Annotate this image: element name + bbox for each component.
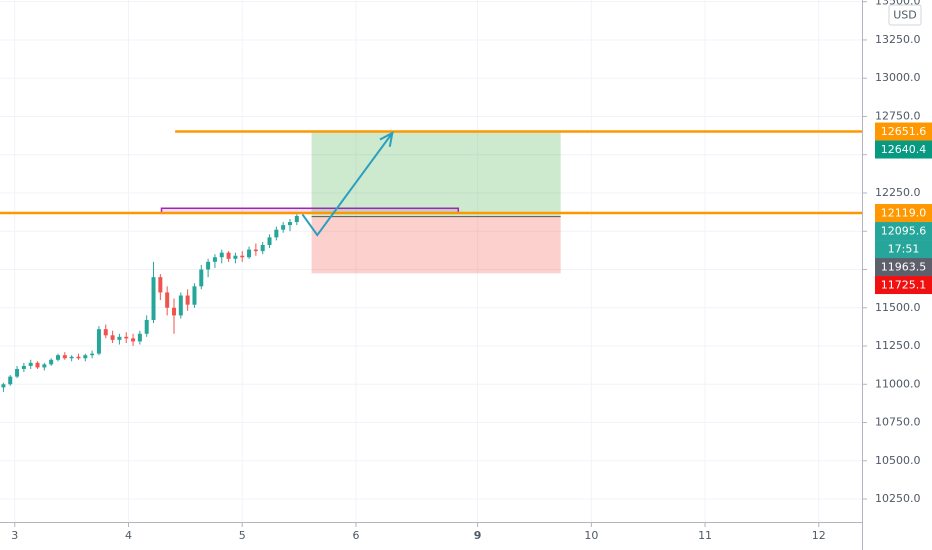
candle-body: [247, 249, 252, 258]
candle-body: [240, 255, 245, 258]
y-tick-label: 10500.0: [875, 454, 921, 467]
candle-body: [233, 255, 238, 259]
y-tick-label: 12250.0: [875, 186, 921, 199]
candle-body: [151, 277, 156, 320]
candle-body: [219, 252, 224, 258]
candle-body: [192, 286, 197, 305]
plot: [0, 130, 862, 392]
price-tag-bg: [875, 122, 932, 141]
candle-body: [103, 329, 108, 336]
candle-body: [137, 333, 142, 342]
price-tag-bg: [875, 204, 932, 223]
candle-body: [28, 362, 33, 366]
price-tag: 11963.5: [881, 261, 927, 274]
price-tag: 11725.1: [881, 279, 927, 292]
candle-body: [1, 384, 6, 388]
price-tag-bg: [875, 140, 932, 159]
arrow-head: [379, 131, 394, 147]
price-tag: 12651.6: [881, 125, 927, 138]
x-tick-label: 3: [11, 529, 18, 542]
price-tag-bg: [875, 258, 932, 277]
candle-body: [83, 355, 88, 359]
candle-body: [42, 364, 47, 368]
y-tick-label: 11250.0: [875, 339, 921, 352]
candle-body: [281, 225, 286, 230]
currency-label: USD: [893, 9, 917, 22]
candle-body: [199, 269, 204, 287]
price-tag: 12095.6: [881, 225, 927, 238]
candle-body: [35, 362, 40, 368]
x-tick-label: 6: [352, 529, 359, 542]
countdown-tag: 17:51: [888, 243, 920, 256]
countdown-tag-bg: [875, 240, 932, 259]
candle-body: [90, 353, 95, 356]
y-tick-label: 12750.0: [875, 109, 921, 122]
candle-body: [253, 249, 258, 252]
candle-body: [274, 229, 279, 238]
price-tag: 12119.0: [881, 207, 927, 220]
candle-body: [69, 356, 74, 359]
y-tick-label: 11500.0: [875, 301, 921, 314]
price-tag-bg: [875, 276, 932, 295]
x-tick-label: 10: [584, 529, 598, 542]
axes: 10250.0 10500.0 10750.0 11000.0 11250.0 11500…: [11, 0, 932, 542]
candle-body: [294, 215, 299, 223]
x-tick-label: 5: [239, 529, 246, 542]
candle-body: [212, 257, 217, 262]
currency-box[interactable]: [888, 4, 922, 26]
y-tick-label: 13250.0: [875, 33, 921, 46]
arrow: [301, 132, 394, 237]
candle-body: [96, 329, 101, 354]
y-tick-label: 13500.0: [875, 0, 921, 8]
candle-body: [185, 295, 190, 305]
candle-body: [15, 368, 20, 377]
x-tick-label: 11: [698, 529, 712, 542]
candle-body: [287, 222, 292, 226]
candle-body: [131, 338, 136, 342]
y-tick-label: 10250.0: [875, 492, 921, 505]
candle-body: [165, 292, 170, 308]
stop-zone: [311, 216, 561, 274]
candle-body: [178, 295, 183, 316]
candle-body: [55, 355, 60, 360]
candle-body: [62, 355, 67, 359]
x-tick-label: 9: [474, 529, 482, 542]
candle-body: [117, 336, 122, 340]
y-tick-label: 13000.0: [875, 71, 921, 84]
candle-body: [49, 359, 54, 365]
y-tick-label: 11000.0: [875, 377, 921, 390]
target-zone: [311, 131, 561, 217]
candle-body: [171, 307, 176, 316]
candle-body: [124, 336, 129, 339]
candle-body: [110, 335, 115, 340]
candle-body: [260, 245, 265, 252]
candle-body: [267, 237, 272, 246]
candle-body: [158, 277, 163, 293]
price-tag: 12640.4: [881, 143, 927, 156]
price-tag-bg: [875, 222, 932, 241]
candle-body: [206, 261, 211, 270]
candle-body: [21, 365, 26, 369]
candle-body: [226, 252, 231, 259]
grid: [0, 0, 862, 522]
candle-body: [76, 356, 81, 359]
candle-body: [144, 319, 149, 334]
x-tick-label: 12: [812, 529, 826, 542]
candle-body: [8, 376, 13, 385]
y-tick-label: 10750.0: [875, 416, 921, 429]
x-tick-label: 4: [125, 529, 132, 542]
